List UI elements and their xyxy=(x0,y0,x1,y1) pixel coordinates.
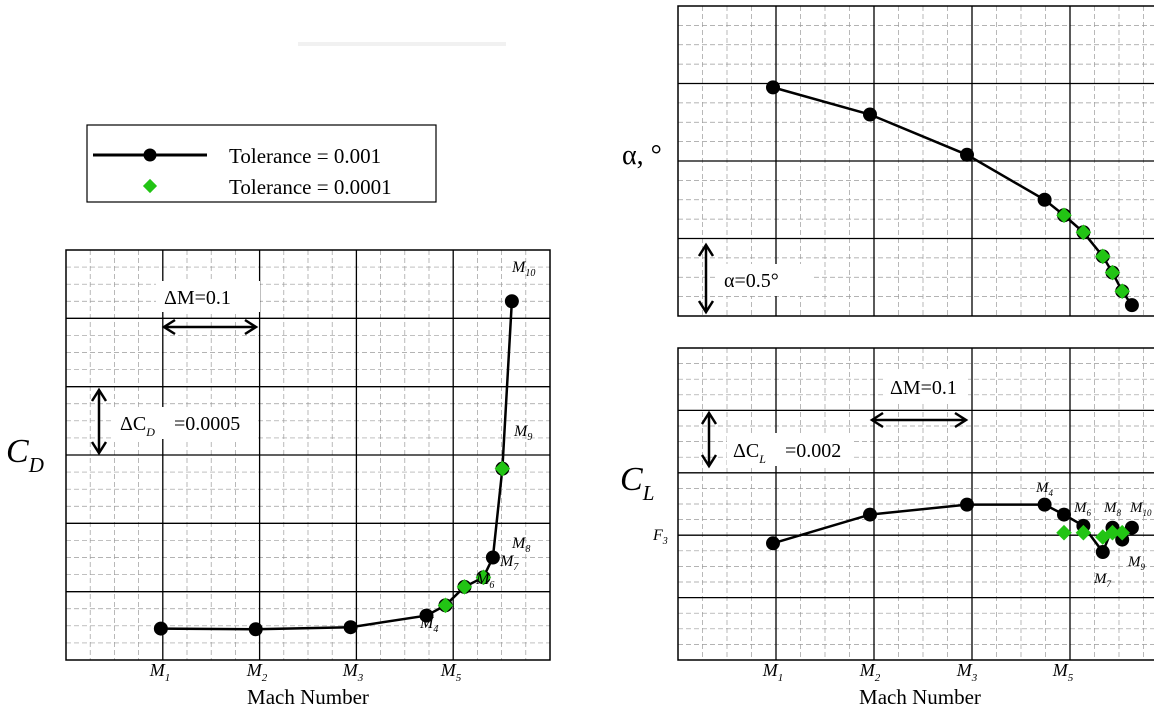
legend-circle-marker xyxy=(143,148,157,162)
dm-arrow-head-left xyxy=(869,411,884,429)
data-point-fine xyxy=(1095,248,1111,265)
dcd-annotation: ΔCD xyxy=(120,413,155,439)
annot-box xyxy=(718,264,812,296)
point-label-M8: M8 xyxy=(511,535,530,555)
alpha-arrow-head-top xyxy=(697,242,715,257)
x-tick-label: M5 xyxy=(1052,660,1074,684)
alpha-arrow-head-bottom xyxy=(697,300,715,315)
data-point-coarse xyxy=(153,621,168,636)
data-point-fine xyxy=(1104,524,1121,541)
point-label-M4: M4 xyxy=(1035,480,1054,498)
x-tick-label: M3 xyxy=(956,660,978,684)
dcd-arrow-head-bottom xyxy=(90,441,108,456)
point-label-M6: M6 xyxy=(475,571,494,591)
data-point-coarse xyxy=(1124,298,1139,313)
point-label-M6: M6 xyxy=(1073,500,1092,518)
dm-arrow-head-right xyxy=(954,411,969,429)
legend-box xyxy=(86,124,437,203)
alpha-annotation: α=0.5° xyxy=(724,270,779,292)
annot-box xyxy=(886,372,968,402)
data-point-fine xyxy=(1075,224,1092,241)
legend-label-fine: Tolerance = 0.0001 xyxy=(229,175,392,199)
x-tick-label: M1 xyxy=(149,660,171,684)
alpha-ylabel: α, ° xyxy=(622,140,662,171)
data-point-coarse xyxy=(960,147,974,162)
data-point-coarse xyxy=(1037,497,1052,512)
dcl-arrow-head-top xyxy=(700,410,718,425)
annot-box xyxy=(727,433,851,466)
dm-arrow-head-left xyxy=(161,318,176,336)
data-point-coarse xyxy=(485,550,500,565)
point-label-M10: M10 xyxy=(1129,500,1152,518)
plot-frame xyxy=(677,5,1154,317)
dcl-arrow-head-bottom xyxy=(700,454,718,469)
point-label-M10: M10 xyxy=(511,259,535,279)
data-point-fine xyxy=(1056,524,1072,541)
dm-annotation: ΔM=0.1 xyxy=(164,287,231,309)
dm-arrow-head-right xyxy=(244,318,259,336)
cl-chart: M4 M6 M7 M8 M9 M10 F3 ΔM=0.1 ΔCL =0.002 CL M1 M2 M3 M5… xyxy=(620,347,1154,709)
series-line-coarse xyxy=(772,86,1133,306)
alpha-chart: α=0.5° α, ° xyxy=(622,5,1154,317)
cl-ref-label: F3 xyxy=(652,527,668,547)
dcl-value: =0.002 xyxy=(785,440,841,462)
point-label-M9: M9 xyxy=(1127,554,1146,572)
legend-label-coarse: Tolerance = 0.001 xyxy=(229,144,381,168)
data-point-coarse xyxy=(248,622,263,637)
annot-box xyxy=(112,407,258,439)
point-label-M7: M7 xyxy=(1093,571,1112,589)
legend: Tolerance = 0.001 Tolerance = 0.0001 xyxy=(86,124,437,203)
data-point-coarse xyxy=(504,294,519,309)
x-tick-label: M1 xyxy=(762,660,784,684)
dcd-arrow-head-top xyxy=(90,387,108,402)
data-point-coarse xyxy=(1057,507,1071,522)
data-point-fine xyxy=(1114,283,1130,299)
dcd-value: =0.0005 xyxy=(174,413,240,435)
cl-xlabel: Mach Number xyxy=(859,685,981,709)
x-tick-label: M2 xyxy=(246,660,268,684)
dcl-annotation: ΔCL xyxy=(733,440,766,466)
x-tick-label: M5 xyxy=(440,660,462,684)
data-point-coarse xyxy=(1095,545,1110,560)
data-point-coarse xyxy=(863,107,877,122)
cl-ylabel: CL xyxy=(620,461,654,505)
series-line-coarse xyxy=(160,301,514,631)
header-smudge xyxy=(298,42,506,46)
annot-box xyxy=(156,281,260,312)
cd-ylabel: CD xyxy=(6,433,44,477)
plot-frame xyxy=(65,249,551,661)
point-label-M9: M9 xyxy=(513,423,532,443)
data-point-coarse xyxy=(960,497,974,512)
x-tick-label: M2 xyxy=(859,660,881,684)
point-label-M4: M4 xyxy=(419,615,438,635)
data-point-coarse xyxy=(863,507,877,522)
data-point-coarse xyxy=(1037,192,1052,207)
data-point-fine xyxy=(1056,207,1072,224)
point-label-M7: M7 xyxy=(499,553,519,573)
data-point-fine xyxy=(1114,524,1130,541)
data-point-coarse xyxy=(766,80,780,95)
data-point-coarse xyxy=(343,620,358,635)
data-point-fine xyxy=(1075,524,1092,541)
x-tick-label: M3 xyxy=(342,660,364,684)
data-point-fine xyxy=(1104,264,1121,281)
data-point-coarse xyxy=(419,608,434,623)
data-point-coarse xyxy=(766,536,780,551)
point-label-M8: M8 xyxy=(1103,500,1122,518)
cd-xlabel: Mach Number xyxy=(247,685,369,709)
dm-annotation: ΔM=0.1 xyxy=(890,377,957,399)
plot-frame xyxy=(677,347,1154,661)
